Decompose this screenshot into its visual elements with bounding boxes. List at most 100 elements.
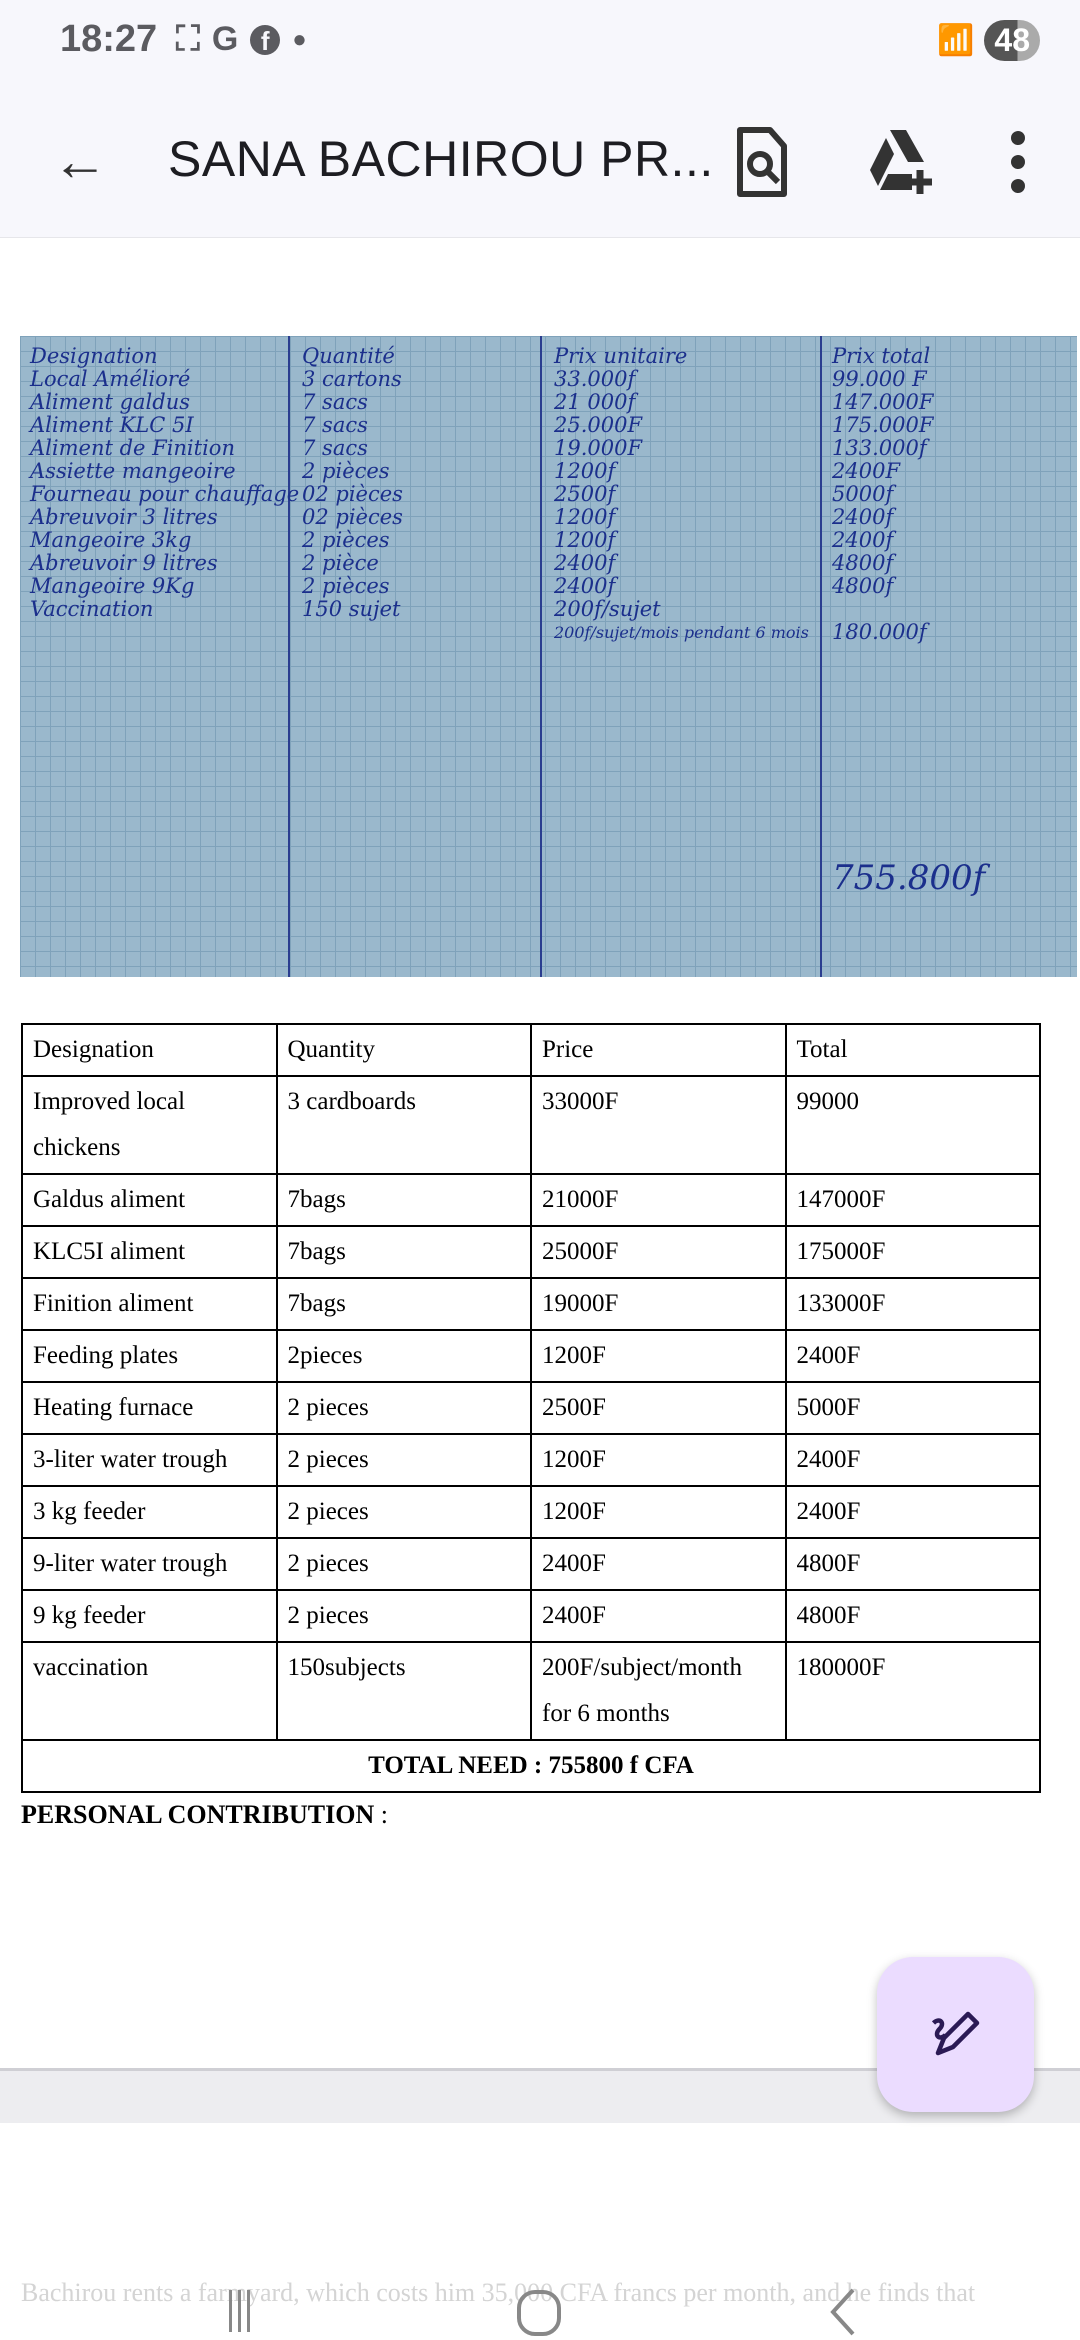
table-row: Heating furnace 2 pieces 2500F 5000F — [21, 1381, 1041, 1435]
table-cell: 2 pieces — [275, 1433, 532, 1487]
table-cell: Designation — [21, 1023, 278, 1077]
table-row: vaccination 150subjects 200F/subject/month… — [21, 1641, 1041, 1741]
table-row: Feeding plates 2pieces 1200F 2400F — [21, 1329, 1041, 1383]
table-cell: Galdus aliment — [21, 1173, 278, 1227]
table-cell: Price — [530, 1023, 787, 1077]
table-cell: 150subjects — [275, 1641, 532, 1741]
table-cell: Finition aliment — [21, 1277, 278, 1331]
table-row: 9 kg feeder 2 pieces 2400F 4800F — [21, 1589, 1041, 1643]
handwritten-cell: 180.000f — [832, 620, 927, 644]
table-cell: 7bags — [275, 1225, 532, 1279]
handwritten-cell: Mangeoire 3kg — [30, 528, 192, 552]
handwritten-cell: 7 sacs — [302, 413, 368, 437]
table-cell: Total — [784, 1023, 1041, 1077]
handwritten-cell: 4800f — [832, 551, 894, 575]
handwritten-cell: Aliment de Finition — [30, 436, 235, 460]
handwritten-cell: Quantité — [302, 344, 395, 368]
home-icon[interactable] — [515, 2288, 565, 2338]
budget-table: Designation Quantity Price Total Improved lo… — [21, 1023, 1041, 1793]
handwritten-cell: Abreuvoir 3 litres — [30, 505, 218, 529]
document-search-icon[interactable] — [722, 122, 802, 202]
table-row: KLC5I aliment 7bags 25000F 175000F — [21, 1225, 1041, 1279]
handwritten-cell: Abreuvoir 9 litres — [30, 551, 218, 575]
handwritten-cell: 7 sacs — [302, 436, 368, 460]
handwritten-cell: 150 sujet — [302, 597, 401, 621]
handwritten-cell: 19.000F — [554, 436, 643, 460]
next-page-text: Bachirou rents a farmyard, which costs h… — [21, 2278, 976, 2307]
table-cell: 2 pieces — [275, 1485, 532, 1539]
table-cell: 99000 — [784, 1075, 1041, 1175]
app-bar: ← SANA BACHIROU PR... — [0, 90, 1080, 239]
handwritten-cell: 2 pièces — [302, 574, 390, 598]
handwritten-cell: 2 pièce — [302, 551, 379, 575]
facebook-icon: f — [250, 24, 281, 56]
table-cell: 2 pieces — [275, 1381, 532, 1435]
handwritten-cell: 200f/sujet — [554, 597, 661, 621]
handwritten-grand-total: 755.800f — [832, 858, 986, 898]
table-cell: Quantity — [275, 1023, 532, 1077]
total-need: TOTAL NEED : 755800 f CFA — [21, 1739, 1041, 1793]
table-cell: Improved local chickens — [21, 1075, 278, 1175]
handwritten-cell: 147.000F — [832, 390, 934, 414]
table-total-row: TOTAL NEED : 755800 f CFA — [21, 1739, 1041, 1793]
table-cell: 3 cardboards — [275, 1075, 532, 1175]
handwritten-cell: 02 pièces — [302, 505, 403, 529]
handwritten-cell: 1200f — [554, 505, 616, 529]
table-cell: Heating furnace — [21, 1381, 278, 1435]
handwritten-cell: Assiette mangeoire — [30, 459, 236, 483]
table-cell: 2 pieces — [275, 1589, 532, 1643]
table-row: 9-liter water trough 2 pieces 2400F 4800F — [21, 1537, 1041, 1591]
back-arrow-icon[interactable]: ← — [52, 129, 108, 192]
handwritten-cell: 1200f — [554, 528, 616, 552]
handwritten-cell: 133.000f — [832, 436, 927, 460]
screenshot-icon: ⛶ — [176, 20, 200, 58]
handwritten-cell: 2400F — [832, 459, 901, 483]
handwritten-cell: 1200f — [554, 459, 616, 483]
google-icon: G — [211, 20, 239, 58]
handwritten-cell: 02 pièces — [302, 482, 403, 506]
table-cell: vaccination — [21, 1641, 278, 1741]
navigation-bar — [0, 2240, 1080, 2340]
edit-pen-icon — [931, 2011, 979, 2055]
handwritten-cell: 2400f — [554, 551, 616, 575]
handwritten-cell: 99.000 F — [832, 367, 927, 391]
recent-apps-icon[interactable] — [215, 2290, 265, 2335]
table-row: Galdus aliment 7bags 21000F 147000F — [21, 1173, 1041, 1227]
handwritten-cell: Prix total — [832, 344, 931, 368]
handwritten-cell: 21 000f — [554, 390, 636, 414]
table-cell: 25000F — [530, 1225, 787, 1279]
table-cell: 4800F — [784, 1537, 1041, 1591]
table-cell: 21000F — [530, 1173, 787, 1227]
table-cell: 9 kg feeder — [21, 1589, 278, 1643]
handwritten-cell: Aliment KLC 5I — [30, 413, 194, 437]
table-cell: 4800F — [784, 1589, 1041, 1643]
handwritten-cell: 2400f — [554, 574, 616, 598]
battery-indicator: 48 — [984, 20, 1040, 61]
handwritten-cell: Vaccination — [30, 597, 154, 621]
handwritten-cell: 200f/sujet/mois pendant 6 mois — [554, 623, 809, 642]
table-cell: 133000F — [784, 1277, 1041, 1331]
table-row: Finition aliment 7bags 19000F 133000F — [21, 1277, 1041, 1331]
handwritten-cell: 2500f — [554, 482, 616, 506]
table-cell: 175000F — [784, 1225, 1041, 1279]
table-row: 3 kg feeder 2 pieces 1200F 2400F — [21, 1485, 1041, 1539]
table-cell: KLC5I aliment — [21, 1225, 278, 1279]
edit-button[interactable] — [877, 1957, 1034, 2112]
more-vert-icon[interactable] — [978, 122, 1058, 202]
table-header-row: Designation Quantity Price Total — [21, 1023, 1041, 1077]
handwritten-cell: 25.000F — [554, 413, 643, 437]
wifi-icon: 📶 — [937, 24, 975, 57]
status-bar: 18:27 ⛶ G f ● 📶 48 — [0, 0, 1080, 90]
handwritten-cell: 2 pièces — [302, 528, 390, 552]
drive-add-icon[interactable] — [860, 122, 940, 202]
table-cell: 3-liter water trough — [21, 1433, 278, 1487]
dot-icon: ● — [292, 25, 307, 53]
back-icon[interactable] — [825, 2288, 865, 2338]
handwritten-cell: 2 pièces — [302, 459, 390, 483]
handwritten-cell: 7 sacs — [302, 390, 368, 414]
handwritten-budget-photo: Designation Quantité Prix unitaire Prix tot… — [20, 336, 1077, 977]
handwritten-cell: 33.000f — [554, 367, 636, 391]
handwritten-cell: 2400f — [832, 505, 894, 529]
table-cell: 2400F — [784, 1485, 1041, 1539]
handwritten-cell: 175.000F — [832, 413, 934, 437]
